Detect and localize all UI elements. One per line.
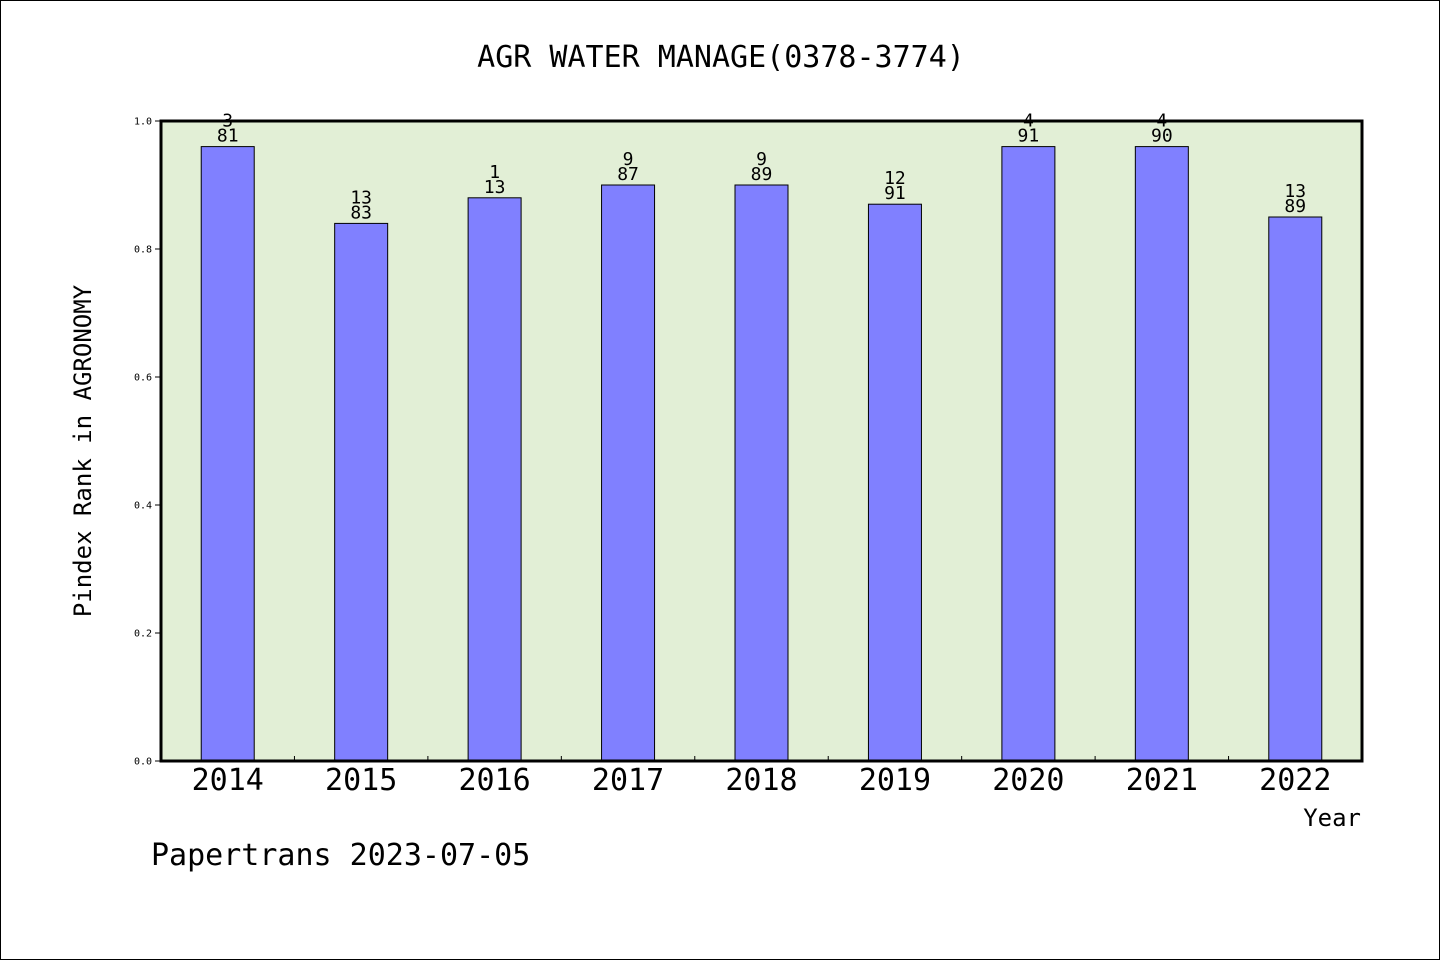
chart-title: AGR WATER MANAGE(0378-3774): [477, 40, 965, 75]
y-tick-label: 0.8: [134, 245, 152, 256]
x-tick-label: 2019: [859, 763, 931, 798]
y-axis: 0.0 0.2 0.4 0.6 0.8 1.0: [134, 117, 161, 768]
bar-rank-label: 9: [623, 149, 634, 170]
x-tick-label: 2015: [325, 763, 397, 798]
x-tick-label: 2020: [992, 763, 1064, 798]
bar-total-label: 89: [751, 164, 773, 185]
bar-total-label: 91: [884, 183, 906, 204]
x-tick-label: 2017: [592, 763, 664, 798]
y-axis-label: Pindex Rank in AGRONOMY: [69, 284, 97, 617]
bar-rank-label: 9: [756, 149, 767, 170]
y-tick-label: 0.0: [134, 757, 152, 768]
bar-2014: [200, 146, 255, 762]
bar-total-label: 87: [617, 164, 639, 185]
footer-text: Papertrans 2023-07-05: [151, 838, 530, 873]
bar-total-label: 81: [217, 126, 239, 147]
bar-total-label: 13: [484, 177, 506, 198]
bar-2021: [1134, 146, 1189, 762]
x-tick-label: 2018: [725, 763, 797, 798]
x-tick-label: 2022: [1259, 763, 1331, 798]
bar-total-label: 89: [1284, 196, 1306, 217]
bar-rank-label: 12: [884, 168, 906, 189]
y-tick-label: 0.6: [134, 373, 152, 384]
bar-2022: [1268, 216, 1323, 762]
bar-total-label: 91: [1018, 126, 1040, 147]
y-tick-label: 1.0: [134, 117, 152, 128]
bar-2018: [734, 184, 789, 762]
bar-2017: [601, 184, 656, 762]
bar-total-label: 83: [350, 202, 372, 223]
bar-2016: [467, 197, 522, 762]
bar-2020: [1001, 146, 1056, 762]
x-tick-label: 2016: [458, 763, 530, 798]
bar-2019: [867, 203, 922, 762]
y-tick-label: 0.2: [134, 629, 152, 640]
y-tick-label: 0.4: [134, 501, 152, 512]
plot-border: [159, 119, 1364, 763]
bar-2015: [334, 222, 389, 762]
x-tick-label: 2021: [1126, 763, 1198, 798]
bar-rank-label: 1: [489, 162, 500, 183]
bar-total-label: 90: [1151, 126, 1173, 147]
x-axis: 2014 2015 2016 2017 2018 2019 2020 2021 2022: [192, 756, 1331, 798]
bar-rank-label: 13: [350, 187, 372, 208]
x-axis-label: Year: [1303, 804, 1361, 832]
bar-rank-label: 13: [1284, 181, 1306, 202]
x-tick-label: 2014: [192, 763, 264, 798]
